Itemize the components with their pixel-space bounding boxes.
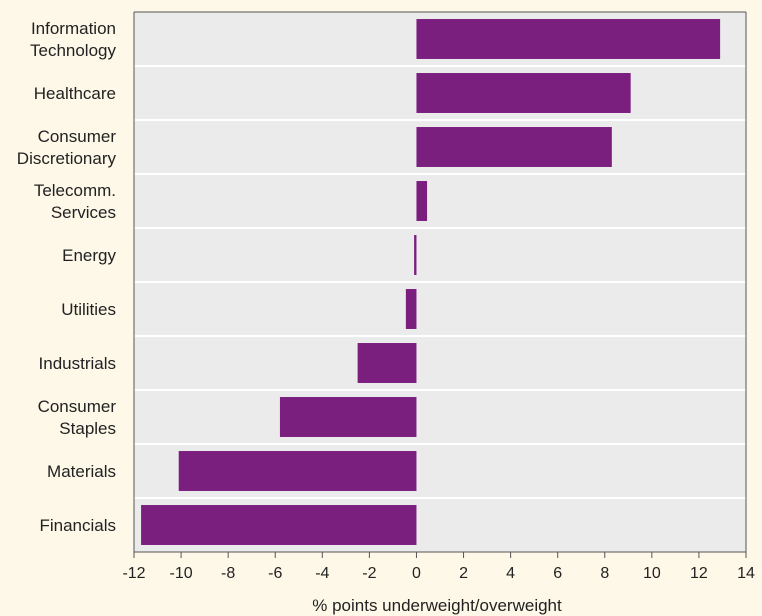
category-label: Healthcare [34,84,116,103]
x-tick-label: 0 [412,565,421,582]
category-label-line: Discretionary [17,149,117,168]
category-label: Materials [47,462,116,481]
category-label: Information Technology [30,19,117,60]
x-tick-label: -10 [170,565,193,582]
category-label: Telecomm. Services [34,181,116,222]
x-tick-label: 14 [737,565,755,582]
bars [141,19,721,545]
bar-financials [141,505,417,545]
x-axis: -12 -10 -8 -6 -4 -2 0 2 4 6 8 10 12 14 [122,12,755,582]
category-label-line: Utilities [61,300,116,319]
x-tick-label: 10 [643,565,661,582]
bar-utilities [405,289,417,329]
bar-information-technology [416,19,721,59]
category-label-line: Telecomm. [34,181,116,200]
x-tick-label: 6 [553,565,562,582]
bar-consumer-discretionary [416,127,612,167]
category-label: Industrials [39,354,116,373]
category-label-line: Technology [30,41,117,60]
x-tick-label: -4 [315,565,329,582]
x-tick-label: -2 [362,565,376,582]
category-label-line: Services [51,203,116,222]
category-label: Consumer Discretionary [17,127,117,168]
category-label-line: Information [31,19,116,38]
bar-materials [178,451,417,491]
category-label-line: Industrials [39,354,116,373]
category-label-line: Consumer [38,127,117,146]
category-label: Financials [39,516,116,535]
x-tick-label: 4 [506,565,515,582]
bar-telecomm-services [416,181,428,221]
category-label-line: Healthcare [34,84,116,103]
x-tick-label: -12 [122,565,145,582]
x-tick-label: 8 [600,565,609,582]
category-label: Consumer Staples [38,397,117,438]
bar-industrials [357,343,417,383]
x-tick-label: 2 [459,565,468,582]
category-label: Energy [62,246,116,265]
category-label: Utilities [61,300,116,319]
bar-energy [414,235,417,275]
category-label-line: Staples [59,419,116,438]
category-labels: Information Technology Healthcare Consumer D… [17,19,117,535]
gridlines [134,11,747,552]
x-tick-label: 12 [690,565,708,582]
category-label-line: Financials [39,516,116,535]
x-axis-title: % points underweight/overweight [312,596,562,615]
category-label-line: Energy [62,246,116,265]
x-tick-label: -8 [221,565,235,582]
x-tick-label: -6 [268,565,282,582]
category-label-line: Consumer [38,397,117,416]
bar-healthcare [416,73,631,113]
category-label-line: Materials [47,462,116,481]
bar-consumer-staples [279,397,417,437]
